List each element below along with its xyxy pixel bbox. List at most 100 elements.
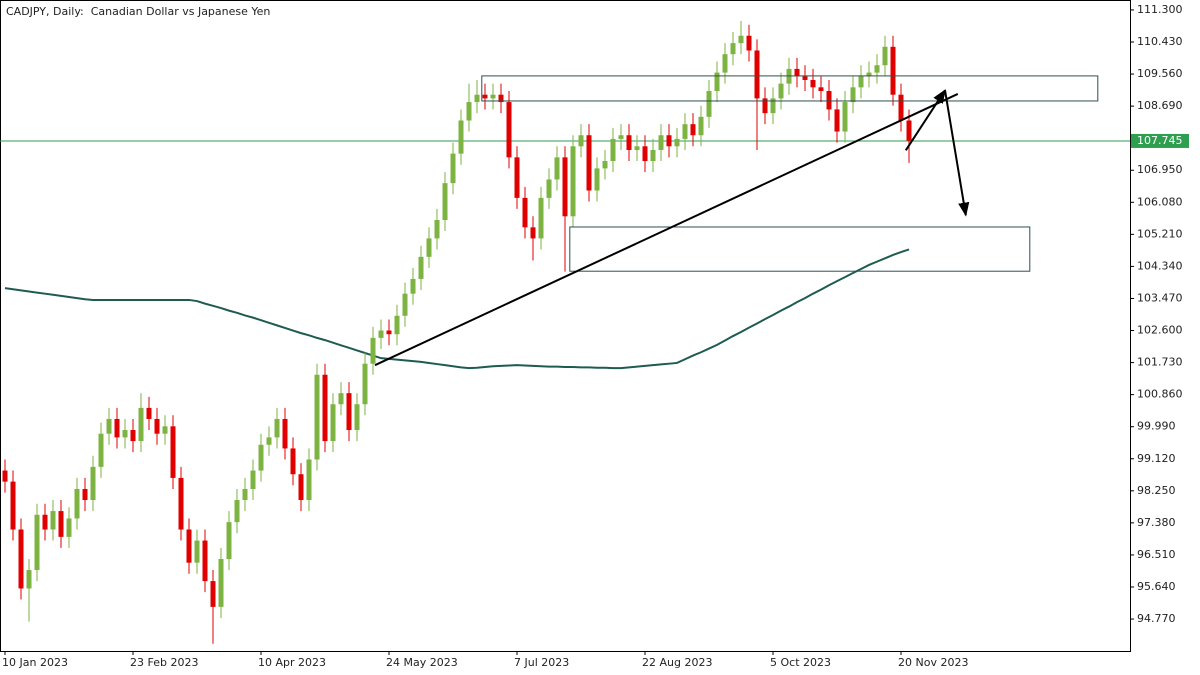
candle-body <box>282 418 288 449</box>
candle-body <box>330 404 336 442</box>
candle-body <box>106 418 112 434</box>
candle-body <box>506 102 512 158</box>
candle-body <box>490 94 496 99</box>
candle-body <box>394 315 400 335</box>
candle-body <box>82 488 88 501</box>
x-tick-label: 20 Nov 2023 <box>898 656 968 669</box>
candle-body <box>818 87 824 92</box>
candle-body <box>346 393 352 431</box>
candle-body <box>898 94 904 121</box>
candle-body <box>50 511 56 530</box>
last-price-label: 107.745 <box>1137 134 1183 147</box>
candle-body <box>826 91 832 110</box>
candle-body <box>466 102 472 121</box>
candle-body <box>730 43 736 55</box>
x-tick-label: 24 May 2023 <box>386 656 458 669</box>
candle-body <box>554 157 560 180</box>
candle-body <box>754 50 760 99</box>
candle-body <box>170 426 176 478</box>
candle-body <box>810 79 816 88</box>
candle-body <box>682 124 688 139</box>
candle-body <box>154 418 160 434</box>
y-tick-label: 103.470 <box>1137 291 1183 304</box>
trend-line <box>374 93 959 367</box>
candle-body <box>226 522 232 559</box>
arrow <box>904 89 946 151</box>
candle-body <box>834 109 840 132</box>
candle-body <box>402 293 408 316</box>
candle-body <box>98 433 104 467</box>
y-tick-label: 111.300 <box>1137 3 1183 16</box>
candle-body <box>690 124 696 136</box>
last-price-box <box>1131 133 1189 148</box>
candle-body <box>850 87 856 103</box>
candle-body <box>866 72 872 77</box>
y-tick-label: 102.600 <box>1137 324 1183 337</box>
candle-body <box>778 83 784 99</box>
candle-body <box>18 529 24 589</box>
candle-body <box>858 76 864 88</box>
candle-body <box>546 179 552 198</box>
candle-body <box>290 448 296 475</box>
candle-body <box>666 135 672 147</box>
candle-body <box>218 558 224 607</box>
candle-body <box>186 529 192 563</box>
candle-body <box>386 330 392 335</box>
candle-body <box>674 138 680 147</box>
candle-body <box>738 35 744 44</box>
candle-body <box>34 514 40 571</box>
candle-body <box>338 393 344 405</box>
candle-body <box>586 135 592 191</box>
candle-body <box>418 256 424 279</box>
candle-body <box>210 581 216 607</box>
candle-body <box>314 374 320 460</box>
candle-body <box>706 91 712 117</box>
candle-body <box>74 488 80 519</box>
y-tick-label: 99.120 <box>1137 452 1176 465</box>
candle-body <box>138 407 144 442</box>
y-tick-label: 95.640 <box>1137 580 1176 593</box>
candle-body <box>146 407 152 419</box>
candle-body <box>474 94 480 103</box>
candle-body <box>450 153 456 184</box>
arrow <box>944 90 970 217</box>
candle-body <box>658 135 664 150</box>
candle-body <box>130 430 136 442</box>
candle-body <box>378 330 384 338</box>
candle-body <box>370 337 376 364</box>
candle-body <box>570 146 576 217</box>
candle-body <box>594 168 600 191</box>
candle-body <box>114 418 120 438</box>
x-tick-label: 10 Jan 2023 <box>2 656 68 669</box>
candle-body <box>746 35 752 51</box>
candle-body <box>602 161 608 169</box>
zone <box>481 75 1099 102</box>
candle-body <box>354 404 360 431</box>
candle-body <box>442 183 448 220</box>
candle-body <box>162 426 168 434</box>
zone <box>569 226 1031 272</box>
candle-body <box>562 157 568 217</box>
y-tick-label: 97.380 <box>1137 516 1176 529</box>
candle-body <box>514 157 520 198</box>
y-tick-label: 110.430 <box>1137 35 1183 48</box>
candle-body <box>610 138 616 162</box>
candle-body <box>202 540 208 582</box>
plot-frame <box>0 0 1131 652</box>
candle-body <box>578 135 584 147</box>
candle-body <box>642 146 648 162</box>
candle-body <box>90 466 96 501</box>
candle-body <box>2 470 8 482</box>
y-tick-label: 108.690 <box>1137 99 1183 112</box>
x-tick-label: 22 Aug 2023 <box>642 656 712 669</box>
y-tick-label: 106.080 <box>1137 195 1183 208</box>
candle-body <box>26 570 32 589</box>
candle-body <box>322 374 328 442</box>
candle-body <box>722 54 728 73</box>
candle-body <box>482 94 488 99</box>
candle-body <box>410 278 416 294</box>
candle-body <box>906 120 912 141</box>
candle-body <box>714 72 720 92</box>
candle-body <box>58 511 64 537</box>
x-tick-label: 5 Oct 2023 <box>770 656 831 669</box>
